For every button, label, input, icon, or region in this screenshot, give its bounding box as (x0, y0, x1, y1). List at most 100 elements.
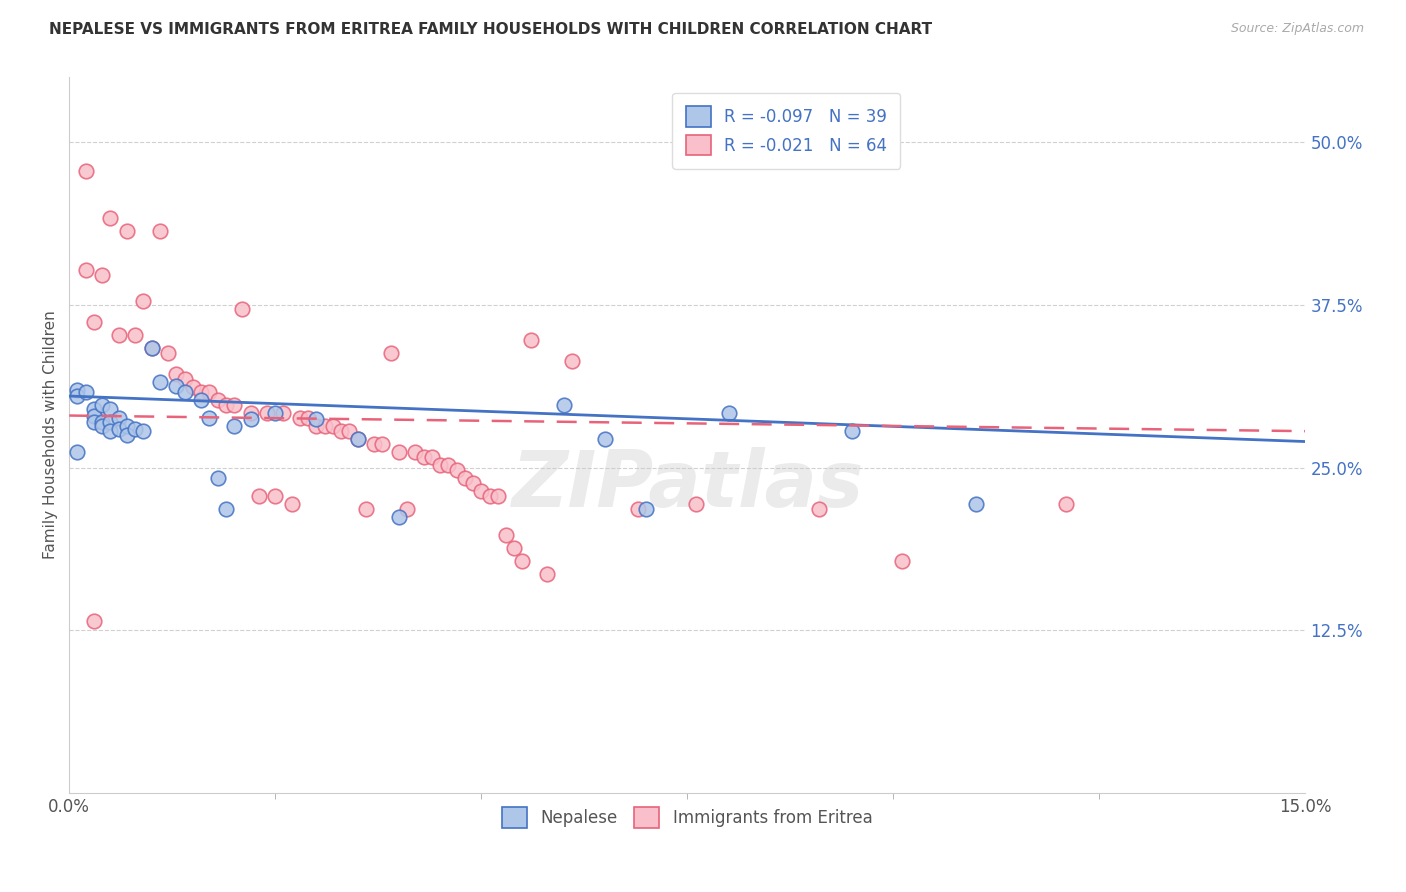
Point (636, 502, 658, 516)
Point (83, 409, 105, 423)
Point (132, 424, 155, 438)
Point (512, 554, 534, 568)
Point (305, 412, 328, 426)
Point (165, 378, 187, 392)
Point (503, 541, 526, 556)
Point (107, 327, 129, 342)
Point (215, 398, 238, 412)
Text: ZIPatlas: ZIPatlas (512, 447, 863, 523)
Point (107, 411, 129, 425)
Point (273, 406, 295, 420)
Point (75, 385, 97, 400)
Point (66, 389, 89, 403)
Point (83, 415, 105, 429)
Point (207, 471, 229, 485)
Legend: Nepalese, Immigrants from Eritrea: Nepalese, Immigrants from Eritrea (495, 801, 879, 834)
Y-axis label: Family Households with Children: Family Households with Children (44, 310, 58, 559)
Point (91, 398, 114, 412)
Point (190, 392, 212, 407)
Point (149, 375, 172, 389)
Point (198, 385, 221, 400)
Point (841, 424, 863, 438)
Point (91, 419, 114, 434)
Point (141, 341, 163, 355)
Point (83, 614, 105, 628)
Point (157, 346, 180, 360)
Point (173, 385, 195, 400)
Point (297, 411, 319, 425)
Point (446, 463, 468, 477)
Point (264, 489, 287, 503)
Point (222, 419, 245, 434)
Point (388, 510, 411, 524)
Point (495, 528, 517, 542)
Point (100, 402, 122, 417)
Point (339, 424, 361, 438)
Point (685, 497, 707, 511)
Point (215, 502, 238, 516)
Point (149, 224, 172, 238)
Point (371, 437, 394, 451)
Point (965, 497, 987, 511)
Point (461, 476, 484, 491)
Point (115, 224, 138, 238)
Point (115, 419, 138, 434)
Point (330, 424, 353, 438)
Point (470, 483, 492, 498)
Point (231, 301, 253, 316)
Point (305, 419, 328, 434)
Point (486, 489, 509, 503)
Point (75, 164, 97, 178)
Point (437, 458, 460, 472)
Point (91, 415, 114, 429)
Point (256, 406, 278, 420)
Point (519, 333, 541, 347)
Point (173, 372, 195, 386)
Point (66, 445, 89, 459)
Point (100, 424, 122, 438)
Point (288, 411, 311, 425)
Point (396, 502, 419, 516)
Point (124, 327, 146, 342)
Point (207, 392, 229, 407)
Point (83, 402, 105, 417)
Point (593, 432, 616, 446)
Point (314, 419, 336, 434)
Point (66, 383, 89, 397)
Point (124, 421, 146, 435)
Point (717, 406, 740, 420)
Point (165, 367, 187, 381)
Point (380, 346, 402, 360)
Point (115, 428, 138, 442)
Point (346, 432, 368, 446)
Point (536, 567, 558, 582)
Point (429, 458, 451, 472)
Point (454, 471, 477, 485)
Point (190, 385, 212, 400)
Point (264, 406, 287, 420)
Point (239, 412, 262, 426)
Point (280, 497, 302, 511)
Point (322, 419, 344, 434)
Point (404, 445, 426, 459)
Point (808, 502, 831, 516)
Point (561, 354, 583, 368)
Point (198, 411, 221, 425)
Point (890, 554, 912, 568)
Point (412, 450, 434, 465)
Point (107, 421, 129, 435)
Point (363, 437, 385, 451)
Point (553, 398, 575, 412)
Point (478, 489, 501, 503)
Point (91, 268, 114, 282)
Point (100, 415, 122, 429)
Point (181, 380, 204, 394)
Point (83, 315, 105, 329)
Text: NEPALESE VS IMMIGRANTS FROM ERITREA FAMILY HOUSEHOLDS WITH CHILDREN CORRELATION : NEPALESE VS IMMIGRANTS FROM ERITREA FAMI… (49, 22, 932, 37)
Point (1054, 497, 1077, 511)
Point (141, 341, 163, 355)
Point (346, 432, 368, 446)
Point (388, 445, 411, 459)
Point (247, 489, 270, 503)
Point (100, 211, 122, 225)
